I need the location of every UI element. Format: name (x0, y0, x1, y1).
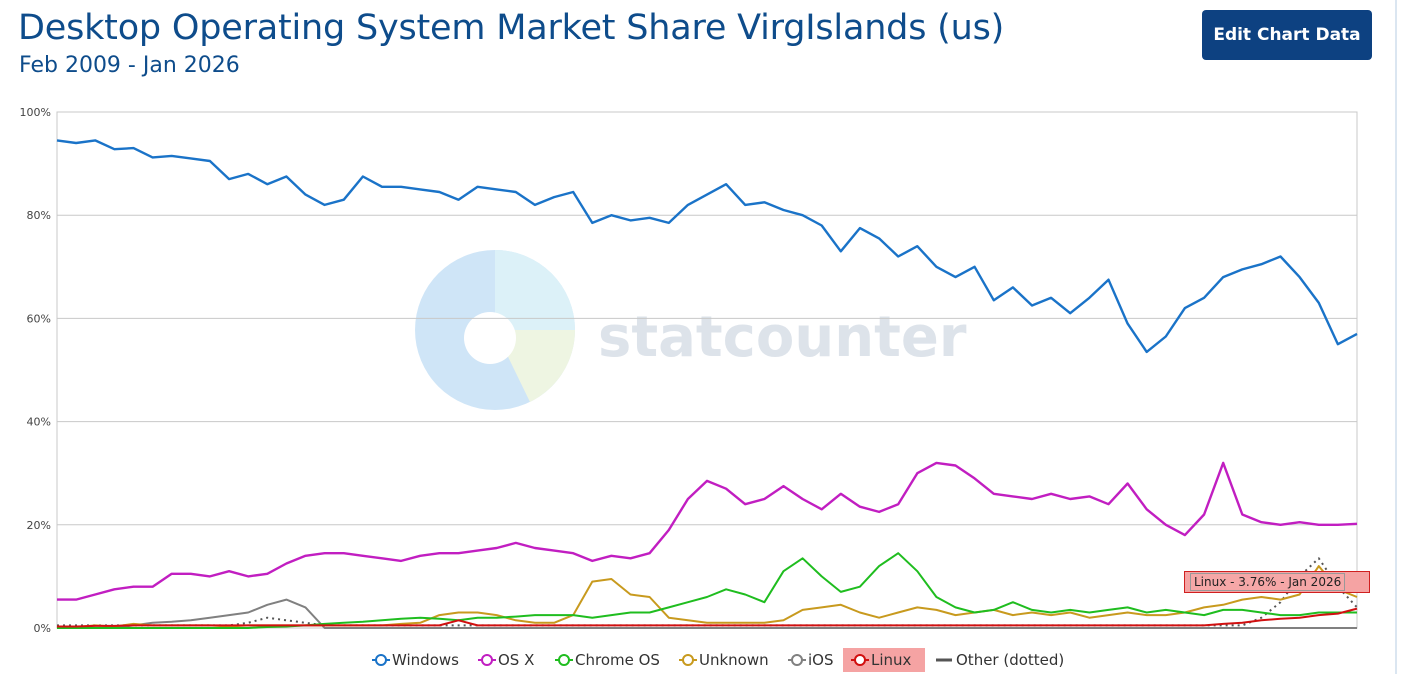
legend-label: Linux (871, 651, 912, 669)
legend-circle-icon (788, 654, 806, 666)
watermark-segment (495, 250, 575, 330)
y-tick-label: 20% (27, 519, 51, 532)
legend-label: Chrome OS (575, 651, 660, 669)
y-tick-label: 100% (20, 106, 51, 119)
legend-label: iOS (808, 651, 834, 669)
series-line-windows[interactable] (56, 139, 1358, 354)
legend-item-chrome-os[interactable]: Chrome OS (553, 648, 660, 672)
legend-line-icon (936, 658, 952, 662)
legend-circle-icon (555, 654, 573, 666)
plot-frame (56, 111, 1358, 629)
grid (56, 111, 1358, 629)
legend-circle-icon (478, 654, 496, 666)
y-tick-label: 60% (27, 312, 51, 325)
y-tick-label: 80% (27, 209, 51, 222)
legend-label: OS X (498, 651, 535, 669)
y-axis: 0% 20% 40% 60% 80% 100% (20, 106, 51, 635)
legend-label: Windows (392, 651, 459, 669)
series-line-chrome-os[interactable] (57, 552, 1357, 629)
legend-circle-icon (679, 654, 697, 666)
legend-label: Unknown (699, 651, 769, 669)
legend-circle-icon (372, 654, 390, 666)
legend-item-ios[interactable]: iOS (786, 648, 834, 672)
legend-circle-icon (851, 654, 869, 666)
y-tick-label: 40% (27, 416, 51, 429)
page-title: Desktop Operating System Market Share Vi… (18, 8, 1005, 48)
y-tick-label: 0% (34, 622, 51, 635)
right-border (1395, 0, 1397, 674)
watermark-text: statcounter (598, 305, 967, 370)
legend-item-windows[interactable]: Windows (370, 648, 459, 672)
legend-item-linux[interactable]: Linux (843, 648, 926, 672)
tooltip: Linux - 3.76% - Jan 2026 (1184, 571, 1370, 593)
watermark-segment (495, 330, 576, 402)
legend-label: Other (dotted) (956, 651, 1065, 669)
series-layer (56, 139, 1358, 629)
watermark-hole (464, 312, 516, 364)
series-line-os-x[interactable] (57, 461, 1358, 601)
series-line-ios[interactable] (57, 598, 1357, 629)
line-chart: statcounter 0% 20% 40% 60% 80% 100% (20, 106, 1358, 635)
legend: Windows OS X Chrome OS Unknown iOS Linux… (0, 648, 1417, 672)
legend-item-os-x[interactable]: OS X (476, 648, 534, 672)
page-subtitle: Feb 2009 - Jan 2026 (19, 53, 240, 78)
series-line-linux[interactable] (57, 607, 1358, 628)
legend-item-unknown[interactable]: Unknown (677, 648, 769, 672)
statcounter-watermark: statcounter (415, 250, 967, 410)
edit-chart-data-button[interactable]: Edit Chart Data (1202, 10, 1372, 60)
legend-item-other-dotted[interactable]: Other (dotted) (934, 648, 1064, 672)
series-line-other-dotted[interactable] (57, 557, 1358, 627)
tooltip-text: Linux - 3.76% - Jan 2026 (1190, 573, 1346, 591)
